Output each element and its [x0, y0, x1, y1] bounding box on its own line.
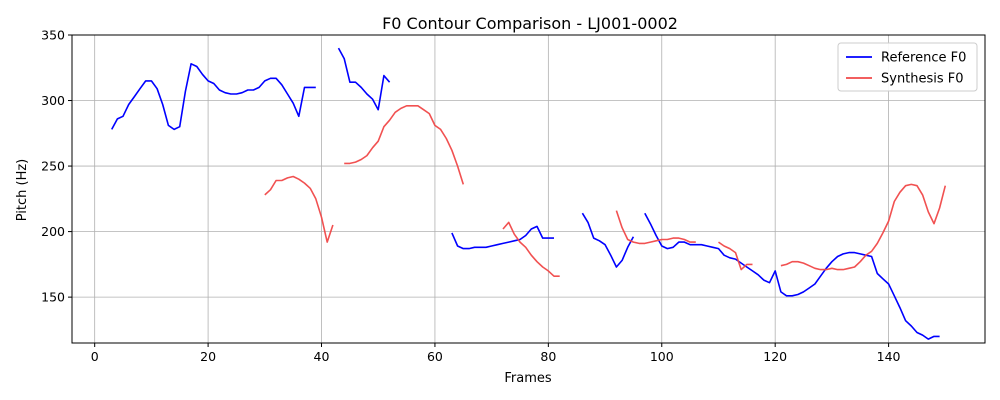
- legend: Reference F0 Synthesis F0: [837, 42, 978, 92]
- x-tick-label: 120: [763, 349, 787, 364]
- synthesis-f0-segment: [502, 221, 560, 278]
- x-axis-label: Frames: [504, 371, 552, 386]
- plot-frame: [71, 34, 986, 344]
- reference-f0-segment: [110, 62, 316, 131]
- y-tick-label: 200: [41, 224, 65, 239]
- reference-f0-segment: [581, 212, 635, 268]
- x-tick-label: 100: [650, 349, 674, 364]
- legend-label: Synthesis F0: [881, 72, 964, 87]
- y-axis-label: Pitch (Hz): [15, 159, 30, 222]
- synthesis-f0-segment: [344, 105, 465, 185]
- y-tick-label: 300: [41, 93, 65, 108]
- y-tick-label: 250: [41, 159, 65, 174]
- synthesis-f0-series: [264, 105, 947, 278]
- x-tick-label: 80: [540, 349, 556, 364]
- reference-f0-segment: [451, 225, 554, 250]
- x-tick-label: 40: [314, 349, 330, 364]
- synthesis-f0-segment: [780, 183, 947, 271]
- legend-label: Reference F0: [881, 51, 966, 66]
- synthesis-f0-segment: [264, 175, 334, 243]
- synthesis-f0-segment: [615, 210, 696, 245]
- synthesis-f0-segment: [718, 241, 753, 271]
- x-tick-label: 60: [427, 349, 443, 364]
- chart-title: F0 Contour Comparison - LJ001-0002: [382, 14, 678, 33]
- reference-f0-segment: [337, 47, 391, 111]
- reference-f0-series: [110, 47, 940, 340]
- y-tick-label: 150: [41, 290, 65, 305]
- legend-box: [837, 42, 978, 92]
- reference-f0-segment: [644, 212, 940, 340]
- x-tick-label: 0: [91, 349, 99, 364]
- x-tick-label: 140: [877, 349, 901, 364]
- series-layer: [110, 47, 947, 340]
- axis-ticks: 0 20 40 60 80 100 120 140 150 200 250 300 350: [41, 28, 900, 365]
- y-tick-label: 350: [41, 28, 65, 43]
- x-tick-label: 20: [200, 349, 216, 364]
